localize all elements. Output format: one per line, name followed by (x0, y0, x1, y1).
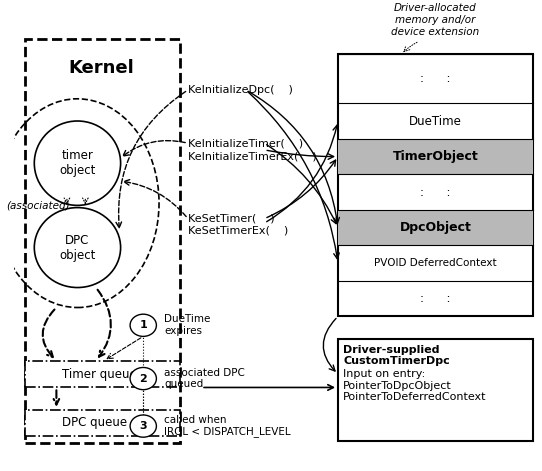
Text: :      :: : : (420, 186, 450, 199)
Bar (25, 361, 180, 388)
Text: KeSetTimer(    ): KeSetTimer( ) (188, 214, 275, 224)
Text: TimerObject: TimerObject (392, 150, 478, 163)
Text: KeInitializeTimer(    ): KeInitializeTimer( ) (188, 138, 303, 148)
Circle shape (130, 367, 157, 390)
Text: DueTime: DueTime (409, 114, 462, 128)
Text: 3: 3 (139, 421, 147, 431)
Text: KeSetTimerEx(    ): KeSetTimerEx( ) (188, 226, 288, 236)
Text: KeInitializeDpc(    ): KeInitializeDpc( ) (188, 85, 293, 95)
Text: PointerToDpcObject: PointerToDpcObject (343, 381, 452, 391)
Bar (338, 210, 533, 245)
Text: Driver-allocated
memory and/or
device extension: Driver-allocated memory and/or device ex… (391, 3, 480, 37)
Text: DPC
object: DPC object (59, 234, 95, 261)
Text: 1: 1 (139, 320, 147, 330)
Bar (338, 339, 533, 441)
Text: Kernel: Kernel (68, 59, 134, 77)
Circle shape (130, 314, 157, 336)
Text: PVOID DeferredContext: PVOID DeferredContext (374, 258, 496, 268)
Bar (25, 410, 180, 436)
Text: PointerToDeferredContext: PointerToDeferredContext (343, 392, 487, 402)
Text: DPC queue: DPC queue (62, 416, 127, 430)
Text: DueTime
expires: DueTime expires (164, 315, 211, 336)
Text: Input on entry:: Input on entry: (343, 369, 425, 379)
Text: called when
IRQL < DISPATCH_LEVEL: called when IRQL < DISPATCH_LEVEL (164, 415, 291, 438)
Text: DpcObject: DpcObject (399, 221, 472, 234)
Text: CustomTimerDpc: CustomTimerDpc (343, 356, 450, 366)
Text: Driver-supplied: Driver-supplied (343, 345, 440, 355)
Bar (25, 39, 180, 443)
Ellipse shape (34, 121, 121, 205)
Ellipse shape (34, 208, 121, 287)
Circle shape (130, 415, 157, 437)
Text: timer
object: timer object (59, 149, 95, 177)
Text: (associated): (associated) (6, 200, 70, 211)
Text: 2: 2 (139, 374, 147, 383)
Text: :      :: : : (420, 292, 450, 305)
Bar (338, 54, 533, 317)
Text: KeInitializeTimerEx(    ): KeInitializeTimerEx( ) (188, 152, 317, 162)
Text: :      :: : : (420, 73, 450, 85)
Bar (338, 139, 533, 174)
Text: Timer queue: Timer queue (62, 368, 137, 381)
Text: associated DPC
queued: associated DPC queued (164, 368, 245, 390)
